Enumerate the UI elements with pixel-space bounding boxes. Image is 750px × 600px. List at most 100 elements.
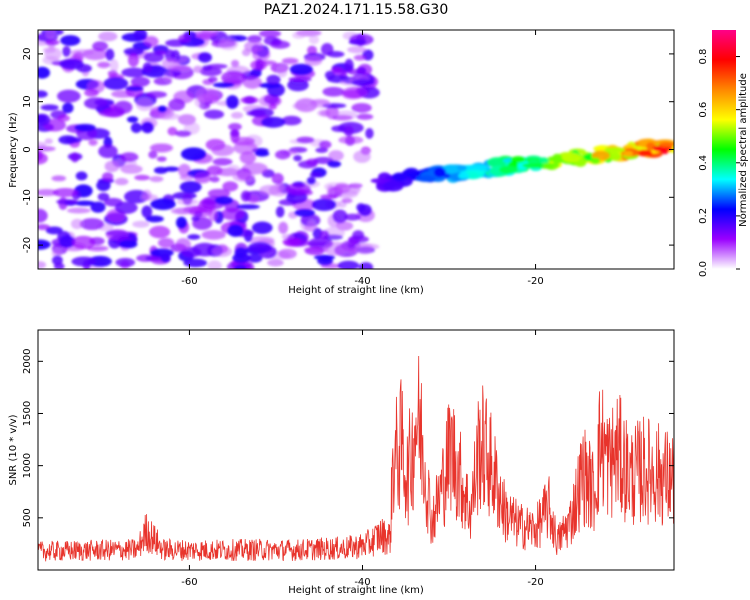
heatmap-cell xyxy=(51,175,67,182)
heatmap-cell xyxy=(209,176,220,183)
heatmap-cell xyxy=(233,141,258,155)
heatmap-cell xyxy=(38,208,48,223)
heatmap-cell xyxy=(319,194,338,200)
y-tick-label: 1000 xyxy=(22,453,33,478)
heatmap-cell xyxy=(191,216,200,222)
heatmap-cell xyxy=(441,164,461,174)
heatmap-cell xyxy=(353,150,371,163)
heatmap-cell xyxy=(38,113,51,126)
heatmap-cell xyxy=(247,35,262,43)
heatmap-cell xyxy=(337,260,360,269)
heatmap-cell xyxy=(40,104,59,111)
heatmap-cell xyxy=(225,95,239,109)
heatmap-cell xyxy=(141,121,154,134)
heatmap-cell xyxy=(319,140,332,149)
heatmap-cell xyxy=(306,176,316,185)
heatmap-cell xyxy=(466,172,480,180)
heatmap-cell xyxy=(38,239,51,250)
heatmap-cell xyxy=(352,230,365,241)
heatmap-cell xyxy=(88,139,98,146)
heatmap-cell xyxy=(143,35,159,47)
heatmap-cell xyxy=(294,208,316,217)
heatmap-cell xyxy=(142,189,152,201)
heatmap-cell xyxy=(382,180,404,192)
heatmap-cell xyxy=(343,125,354,137)
heatmap-cell xyxy=(194,171,212,184)
heatmap-cell xyxy=(416,175,436,183)
spectrogram-x-ticks: -60 -40 -20 xyxy=(181,30,544,287)
heatmap-cell xyxy=(499,165,518,175)
heatmap-cell xyxy=(551,153,563,165)
heatmap-cell xyxy=(51,248,62,258)
heatmap-cell xyxy=(239,151,256,164)
snr-panel: -60 -40 -20 500 1000 1500 2000 Height of stra… xyxy=(8,329,675,596)
heatmap-cell xyxy=(167,126,178,136)
x-tick-label: -60 xyxy=(181,577,197,588)
heatmap-cell xyxy=(332,68,348,76)
heatmap-cell xyxy=(52,255,63,266)
heatmap-cell xyxy=(75,171,88,181)
heatmap-cell xyxy=(218,37,239,51)
heatmap-cell xyxy=(637,149,653,157)
y-tick-label: 10 xyxy=(22,95,33,108)
x-tick-label: -60 xyxy=(181,276,197,287)
heatmap-cell xyxy=(199,67,223,77)
heatmap-cell xyxy=(658,142,674,148)
heatmap-cell xyxy=(38,90,48,98)
heatmap-cell xyxy=(115,257,136,267)
y-tick-label: -10 xyxy=(22,189,33,205)
heatmap-cell xyxy=(234,264,247,269)
heatmap-cell xyxy=(304,246,325,256)
heatmap-cell xyxy=(311,198,337,211)
colorbar-gradient xyxy=(712,30,736,269)
heatmap-cell xyxy=(148,225,171,239)
heatmap-cell xyxy=(195,87,219,102)
heatmap-cell xyxy=(344,213,361,221)
heatmap-cell xyxy=(38,145,56,152)
y-tick-label: 1500 xyxy=(22,401,33,426)
heatmap-cell xyxy=(261,116,286,128)
heatmap-cell xyxy=(207,260,222,269)
heatmap-cell xyxy=(175,130,192,137)
heatmap-cell xyxy=(125,86,144,92)
heatmap-cell xyxy=(240,96,259,104)
heatmap-cell xyxy=(153,166,168,174)
heatmap-cell xyxy=(70,152,80,163)
heatmap-cell xyxy=(204,109,225,120)
heatmap-cell xyxy=(327,160,342,168)
heatmap-cell xyxy=(193,65,204,74)
heatmap-cell xyxy=(537,162,560,169)
heatmap-cell xyxy=(324,70,336,80)
heatmap-cell xyxy=(126,116,139,123)
heatmap-cell xyxy=(341,197,353,204)
heatmap-cell xyxy=(338,135,364,145)
figure-title: PAZ1.2024.171.15.58.G30 xyxy=(264,2,449,18)
x-tick-label: -20 xyxy=(527,577,543,588)
heatmap-cell xyxy=(44,138,53,145)
colorbar-ticks: 0.0 0.2 0.4 0.6 0.8 xyxy=(698,49,740,277)
heatmap-cell xyxy=(304,55,323,66)
heatmap-cell xyxy=(149,176,164,183)
x-tick-label: -20 xyxy=(527,276,543,287)
heatmap-cell xyxy=(74,123,96,132)
heatmap-cell xyxy=(187,234,201,240)
heatmap-cell xyxy=(86,245,109,252)
x-tick-label: -40 xyxy=(354,577,370,588)
heatmap-cell xyxy=(317,108,339,118)
heatmap-cell xyxy=(88,255,112,267)
heatmap-cell xyxy=(105,48,115,61)
heatmap-cell xyxy=(212,82,235,88)
heatmap-cell xyxy=(132,220,150,228)
spectrogram-panel: -60 -40 -20 -20 -10 0 10 20 Height of straight… xyxy=(8,29,675,296)
heatmap-cell xyxy=(240,190,251,202)
heatmap-cell xyxy=(350,183,361,195)
heatmap-cell xyxy=(259,184,281,196)
heatmap-cell xyxy=(176,198,199,206)
heatmap-cell xyxy=(211,144,235,157)
heatmap-cell xyxy=(292,102,309,110)
heatmap-cell xyxy=(348,39,367,45)
y-tick-label: 0 xyxy=(22,146,33,152)
heatmap-cell xyxy=(270,40,291,49)
snr-y-ticks: 500 1000 1500 2000 xyxy=(22,349,674,527)
heatmap-cell xyxy=(123,47,144,56)
